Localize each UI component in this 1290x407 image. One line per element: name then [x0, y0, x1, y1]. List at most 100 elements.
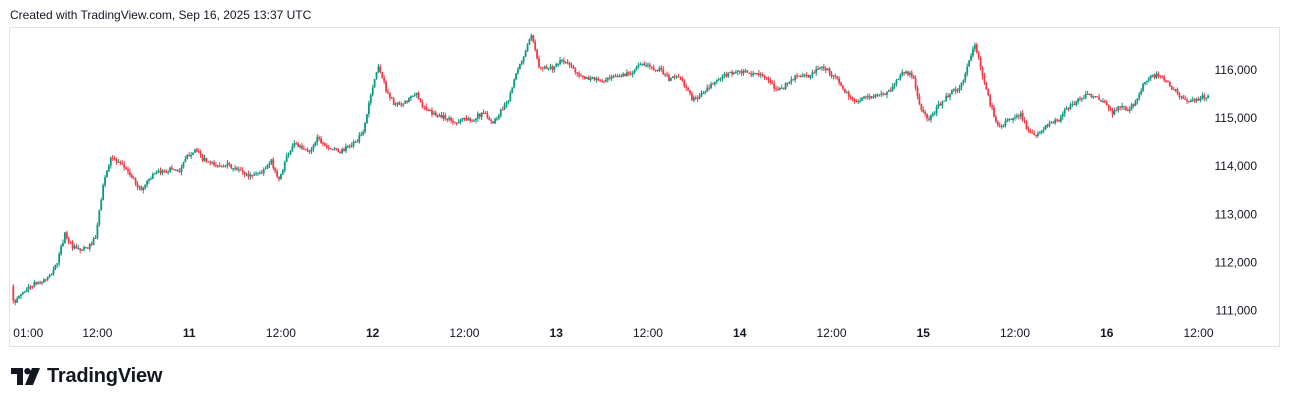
candle-up-body[interactable] — [1207, 95, 1209, 99]
candle-up-body[interactable] — [77, 248, 80, 250]
candle-up-body[interactable] — [874, 95, 877, 98]
candle-up-body[interactable] — [245, 173, 248, 175]
candle-down-body[interactable] — [71, 242, 74, 249]
candle-down-body[interactable] — [939, 104, 942, 106]
candle-up-body[interactable] — [713, 81, 716, 85]
candle-down-body[interactable] — [356, 141, 359, 143]
candle-down-body[interactable] — [1056, 119, 1058, 121]
candle-up-body[interactable] — [475, 118, 477, 121]
candle-down-body[interactable] — [985, 82, 988, 90]
candle-up-body[interactable] — [270, 159, 273, 164]
candle-down-body[interactable] — [302, 148, 305, 150]
candle-down-body[interactable] — [668, 75, 670, 81]
candle-down-body[interactable] — [979, 57, 982, 68]
candle-down-body[interactable] — [488, 117, 491, 120]
candle-down-body[interactable] — [39, 282, 41, 284]
candle-up-body[interactable] — [157, 170, 160, 172]
candle-up-body[interactable] — [549, 66, 552, 69]
candle-up-body[interactable] — [92, 238, 95, 245]
candle-up-body[interactable] — [524, 50, 527, 57]
candle-up-body[interactable] — [1075, 101, 1078, 106]
candle-down-body[interactable] — [247, 173, 250, 177]
candle-up-body[interactable] — [366, 114, 368, 123]
candle-down-body[interactable] — [123, 164, 126, 168]
candle-down-body[interactable] — [297, 143, 300, 148]
candle-down-body[interactable] — [230, 164, 233, 169]
candle-down-body[interactable] — [490, 119, 493, 122]
candle-down-body[interactable] — [629, 73, 632, 75]
candle-up-body[interactable] — [182, 162, 185, 168]
candle-up-body[interactable] — [1071, 103, 1074, 106]
candle-up-body[interactable] — [415, 92, 418, 95]
candle-up-body[interactable] — [316, 137, 319, 143]
candle-down-body[interactable] — [738, 70, 741, 72]
candle-up-body[interactable] — [866, 96, 869, 98]
candle-up-body[interactable] — [733, 72, 735, 75]
candle-up-body[interactable] — [1014, 117, 1016, 119]
candle-up-body[interactable] — [870, 96, 873, 98]
candle-down-body[interactable] — [681, 77, 684, 81]
candle-down-body[interactable] — [132, 178, 135, 180]
candle-up-body[interactable] — [522, 56, 525, 62]
candle-up-body[interactable] — [142, 188, 145, 191]
candle-down-body[interactable] — [1182, 96, 1185, 99]
candle-down-body[interactable] — [276, 171, 279, 177]
candle-down-body[interactable] — [492, 121, 495, 124]
candle-up-body[interactable] — [268, 163, 271, 166]
candle-down-body[interactable] — [1203, 95, 1206, 99]
candle-up-body[interactable] — [710, 83, 712, 89]
candle-down-body[interactable] — [643, 63, 646, 66]
candle-down-body[interactable] — [786, 83, 789, 85]
candle-up-body[interactable] — [283, 161, 286, 171]
candle-down-body[interactable] — [327, 147, 330, 149]
candle-up-body[interactable] — [224, 165, 227, 167]
candle-up-body[interactable] — [226, 163, 229, 166]
candle-up-body[interactable] — [151, 174, 154, 179]
candle-up-body[interactable] — [635, 66, 638, 70]
candle-up-body[interactable] — [626, 72, 628, 77]
candle-up-body[interactable] — [333, 148, 336, 150]
candle-up-body[interactable] — [1082, 97, 1085, 99]
candle-up-body[interactable] — [821, 66, 823, 68]
candle-down-body[interactable] — [1027, 129, 1030, 131]
candle-down-body[interactable] — [756, 73, 758, 75]
candle-up-body[interactable] — [255, 173, 257, 175]
candle-up-body[interactable] — [358, 135, 361, 142]
candle-up-body[interactable] — [369, 95, 372, 104]
candle-up-body[interactable] — [33, 281, 36, 287]
candle-down-body[interactable] — [121, 163, 124, 165]
candle-down-body[interactable] — [159, 170, 162, 173]
candle-up-body[interactable] — [505, 102, 508, 105]
candle-up-body[interactable] — [585, 77, 588, 80]
candle-up-body[interactable] — [698, 96, 701, 99]
candle-up-body[interactable] — [83, 247, 85, 250]
candle-up-body[interactable] — [735, 72, 737, 74]
candle-down-body[interactable] — [218, 165, 221, 167]
candle-down-body[interactable] — [996, 121, 999, 126]
candle-up-body[interactable] — [100, 200, 103, 211]
candle-down-body[interactable] — [928, 118, 930, 120]
candle-down-body[interactable] — [1046, 125, 1049, 127]
candle-up-body[interactable] — [1054, 119, 1057, 124]
candle-down-body[interactable] — [683, 80, 686, 87]
candle-down-body[interactable] — [660, 67, 663, 70]
candle-up-body[interactable] — [186, 155, 189, 160]
candle-up-body[interactable] — [641, 63, 644, 65]
candle-up-body[interactable] — [308, 151, 311, 153]
candle-up-body[interactable] — [675, 76, 678, 78]
candle-down-body[interactable] — [757, 73, 760, 76]
candle-up-body[interactable] — [312, 145, 315, 150]
candle-down-body[interactable] — [576, 72, 579, 74]
candle-up-body[interactable] — [503, 104, 506, 110]
candle-up-body[interactable] — [956, 90, 959, 92]
candle-up-body[interactable] — [704, 91, 707, 93]
candle-up-body[interactable] — [203, 158, 206, 161]
candle-down-body[interactable] — [679, 77, 682, 79]
candle-down-body[interactable] — [127, 169, 129, 172]
candle-down-body[interactable] — [471, 120, 473, 122]
candle-up-body[interactable] — [411, 95, 414, 97]
candle-up-body[interactable] — [23, 291, 26, 293]
candle-down-body[interactable] — [834, 75, 837, 77]
candle-down-body[interactable] — [220, 166, 223, 168]
candle-up-body[interactable] — [62, 242, 64, 246]
